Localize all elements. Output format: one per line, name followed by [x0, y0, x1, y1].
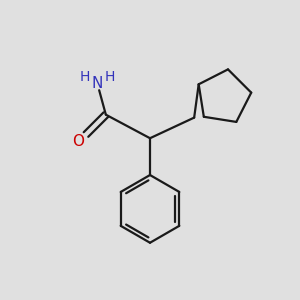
Text: H: H — [104, 70, 115, 84]
Text: O: O — [72, 134, 84, 149]
Text: N: N — [91, 76, 103, 91]
Text: H: H — [80, 70, 90, 84]
